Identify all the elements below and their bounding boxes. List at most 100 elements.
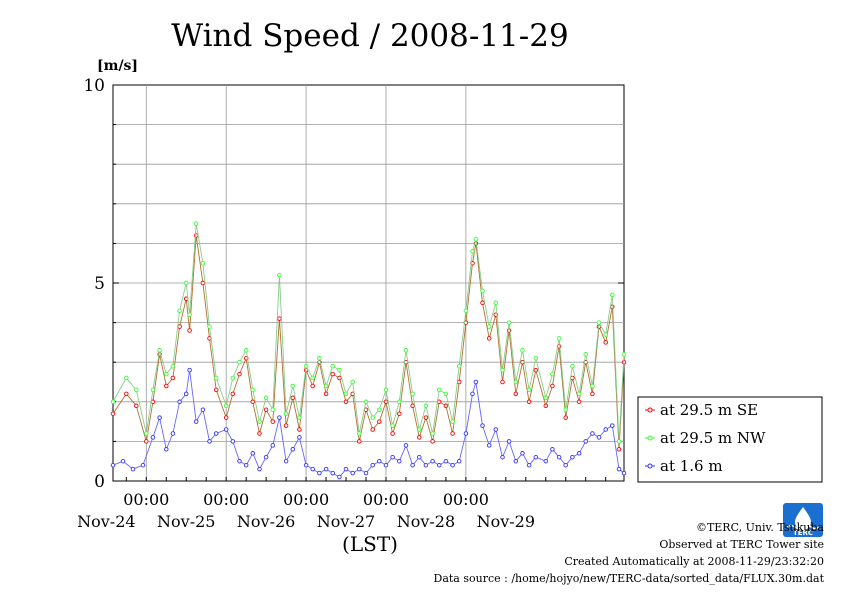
data-point [357, 439, 362, 444]
data-point [456, 379, 462, 385]
data-point [323, 383, 329, 389]
data-point [543, 403, 549, 409]
data-point [603, 427, 608, 432]
legend: at 29.5 m SE at 29.5 m NW at 1.6 m [637, 396, 823, 483]
data-point [297, 415, 302, 420]
data-point [390, 423, 395, 428]
data-point [164, 383, 169, 389]
data-point [596, 320, 602, 325]
data-point [157, 415, 162, 420]
data-point [576, 451, 582, 456]
data-point [616, 447, 622, 452]
data-point [556, 454, 562, 460]
data-point [183, 391, 189, 397]
data-point [526, 399, 532, 405]
data-point [263, 395, 269, 401]
data-point [506, 439, 512, 444]
data-point [423, 415, 429, 420]
data-point [556, 336, 562, 341]
x-date-tick-label: Nov-29 [477, 512, 535, 531]
legend-label: at 1.6 m [660, 457, 723, 475]
data-point [480, 300, 485, 306]
legend-label: at 29.5 m NW [660, 429, 766, 447]
data-point [383, 387, 389, 393]
data-point [357, 431, 362, 436]
data-point [610, 304, 615, 310]
x-time-tick-label: 00:00 [203, 490, 249, 509]
data-point [270, 407, 276, 412]
data-point [486, 336, 492, 341]
data-point [363, 399, 369, 405]
x-axis-label: (LST) [342, 532, 398, 556]
data-point [343, 466, 349, 472]
data-point [610, 292, 615, 298]
data-point [237, 458, 242, 464]
y-tick-label: 10 [83, 76, 105, 96]
data-point [363, 470, 369, 476]
data-point [423, 403, 429, 409]
data-point [337, 367, 342, 373]
data-point [397, 399, 402, 405]
data-point [576, 391, 582, 397]
data-point [520, 359, 525, 365]
data-point [207, 324, 212, 329]
data-point [317, 470, 322, 476]
data-point [230, 439, 236, 444]
data-point [417, 427, 422, 432]
legend-label: at 29.5 m SE [660, 401, 758, 419]
data-point [383, 462, 389, 468]
data-point [526, 462, 532, 468]
x-axis: 00:00 00:00 00:00 00:00 00:00 Nov-24 Nov-25 Nov… [77, 477, 607, 531]
data-point [170, 431, 176, 436]
x-date-tick-label: Nov-25 [157, 512, 215, 531]
data-point [200, 260, 206, 266]
data-point [213, 431, 219, 436]
data-point [193, 221, 199, 226]
data-point [470, 391, 475, 397]
data-point [520, 451, 525, 456]
data-point [403, 443, 409, 448]
data-point [257, 466, 262, 472]
data-point [150, 435, 156, 440]
terc-logo-icon: TERC [783, 503, 823, 537]
data-point [480, 423, 485, 428]
observed-site-text: Observed at TERC Tower site [659, 538, 824, 551]
data-point [110, 399, 116, 405]
data-point [493, 427, 499, 432]
data-point [430, 439, 435, 444]
data-point [370, 415, 375, 420]
data-point [243, 462, 249, 468]
data-point [616, 466, 622, 472]
data-point [500, 379, 505, 385]
data-point [603, 340, 608, 345]
data-point [550, 383, 555, 389]
gridlines [113, 85, 624, 481]
data-point [463, 431, 469, 436]
data-point [563, 407, 568, 412]
data-point [193, 419, 199, 424]
data-point [330, 470, 335, 476]
data-point [473, 379, 479, 385]
x-time-tick-label: 00:00 [123, 490, 169, 509]
data-point [223, 403, 229, 409]
data-point [621, 352, 627, 357]
data-point [200, 407, 206, 412]
y-tick-label: 5 [94, 274, 105, 294]
data-point [520, 348, 525, 353]
data-point [463, 308, 469, 313]
data-point [290, 395, 296, 401]
data-point [237, 371, 242, 377]
data-point [596, 435, 602, 440]
data-point [397, 458, 402, 464]
x-time-tick-label: 00:00 [443, 490, 489, 509]
data-point [187, 328, 192, 333]
data-point [164, 371, 169, 377]
data-point [263, 407, 269, 412]
data-point [134, 403, 139, 409]
data-point [417, 454, 422, 460]
data-point [533, 355, 539, 361]
data-point [616, 439, 622, 444]
data-point [583, 352, 588, 357]
data-point [337, 375, 342, 381]
